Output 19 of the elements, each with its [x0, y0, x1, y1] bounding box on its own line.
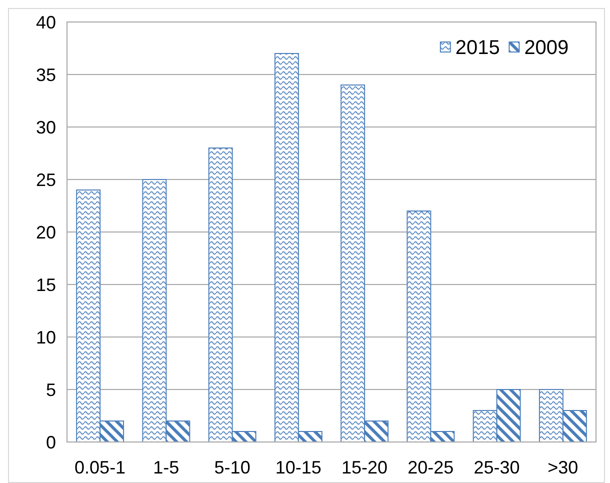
x-tick-label: 1-5	[153, 457, 180, 478]
x-tick-label: >30	[548, 457, 578, 478]
x-tick-label: 25-30	[474, 457, 520, 478]
x-tick-label: 20-25	[408, 457, 454, 478]
y-tick-label: 20	[36, 222, 56, 242]
legend-label: 2015	[455, 37, 500, 59]
y-tick-label: 35	[36, 64, 56, 85]
y-tick-label: 40	[36, 12, 56, 32]
legend-label: 2009	[524, 37, 569, 59]
y-tick-label: 5	[46, 380, 56, 400]
y-tick-label: 25	[36, 170, 56, 190]
y-tick-label: 30	[36, 117, 56, 138]
y-tick-label: 15	[36, 274, 56, 295]
y-tick-label: 10	[36, 327, 56, 348]
y-tick-label: 0	[46, 432, 56, 452]
x-tick-label: 0.05-1	[74, 457, 126, 478]
x-tick-label: 15-20	[342, 457, 388, 478]
x-tick-label: 5-10	[214, 457, 250, 478]
x-tick-label: 10-15	[275, 457, 322, 478]
